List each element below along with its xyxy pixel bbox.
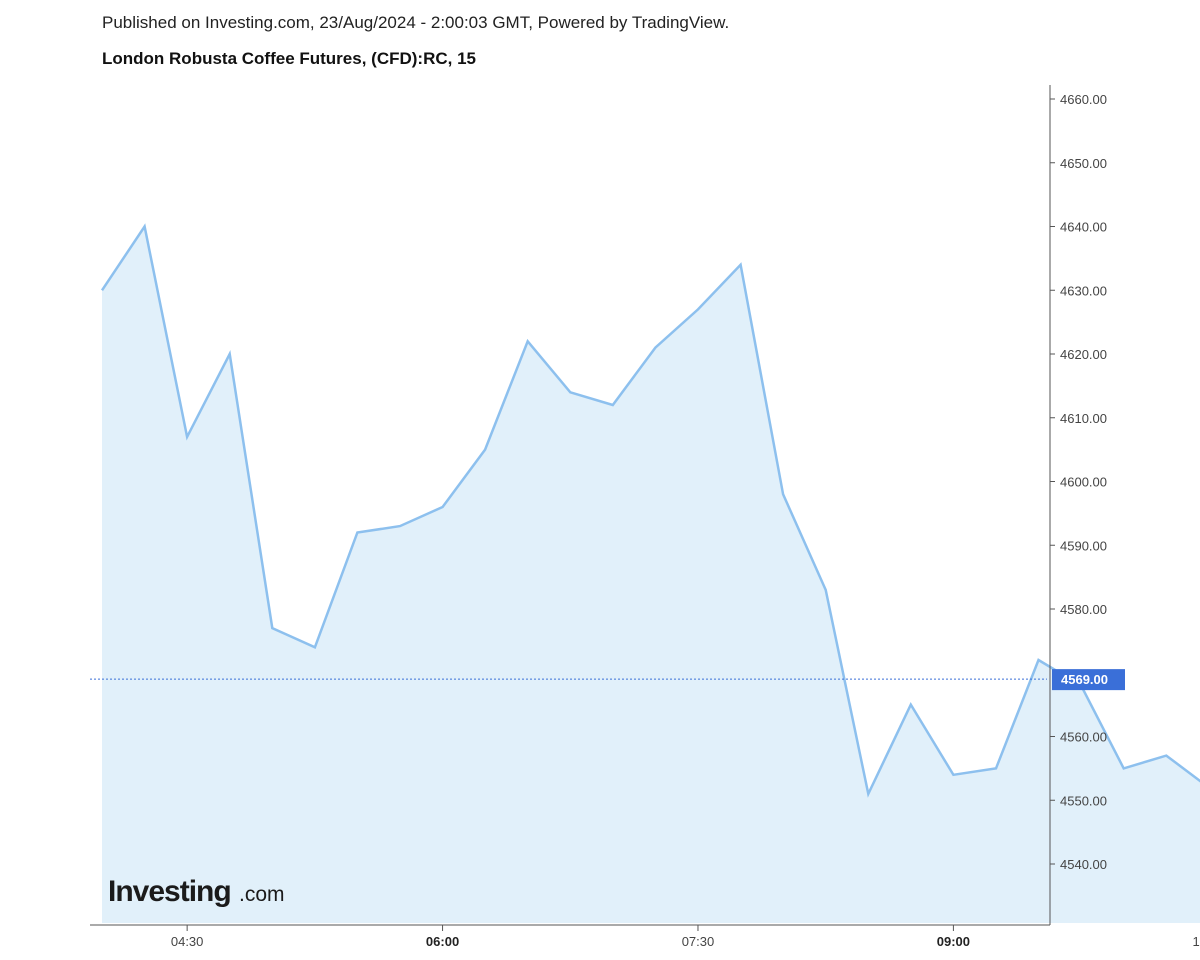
series-area-fill bbox=[102, 226, 1200, 923]
data-point bbox=[184, 434, 190, 440]
data-point bbox=[823, 587, 829, 593]
data-point bbox=[780, 491, 786, 497]
y-tick-label: 4600.00 bbox=[1060, 475, 1107, 490]
data-point bbox=[1121, 765, 1127, 771]
y-tick-label: 4550.00 bbox=[1060, 793, 1107, 808]
current-price-line-group: 4569.00 bbox=[90, 669, 1125, 691]
x-tick-label: 04:30 bbox=[171, 934, 204, 949]
data-point bbox=[227, 351, 233, 357]
data-point bbox=[482, 447, 488, 453]
y-tick-label: 4610.00 bbox=[1060, 411, 1107, 426]
logo-main-text: Investing bbox=[108, 875, 231, 908]
data-point bbox=[1036, 657, 1042, 663]
y-tick-label: 4640.00 bbox=[1060, 220, 1107, 235]
data-point bbox=[525, 338, 531, 344]
data-point bbox=[269, 625, 275, 631]
data-point bbox=[950, 772, 956, 778]
data-point bbox=[440, 504, 446, 510]
data-point bbox=[397, 523, 403, 529]
x-tick-label: 10:30 bbox=[1193, 934, 1200, 949]
current-price-label-bg bbox=[1052, 669, 1125, 691]
axes: 4540.00 4550.00 4560.00 4580.00 4590.00 4600.… bbox=[90, 85, 1200, 949]
investing-logo: Investing .com bbox=[108, 875, 285, 908]
data-point bbox=[908, 702, 914, 708]
series-line bbox=[100, 223, 1200, 798]
x-tick-label: 09:00 bbox=[937, 934, 970, 949]
y-tick-label: 4540.00 bbox=[1060, 857, 1107, 872]
data-point bbox=[865, 791, 871, 797]
data-point bbox=[652, 345, 658, 351]
data-point bbox=[610, 402, 616, 408]
y-tick-label: 4560.00 bbox=[1060, 730, 1107, 745]
data-point bbox=[1163, 753, 1169, 759]
data-point bbox=[99, 287, 105, 293]
y-tick-label: 4650.00 bbox=[1060, 156, 1107, 171]
y-tick-label: 4630.00 bbox=[1060, 283, 1107, 298]
current-price-label: 4569.00 bbox=[1061, 672, 1108, 687]
data-point bbox=[567, 389, 573, 395]
published-caption: Published on Investing.com, 23/Aug/2024 … bbox=[102, 13, 730, 32]
data-point bbox=[142, 224, 148, 230]
y-tick-label: 4660.00 bbox=[1060, 92, 1107, 107]
data-point bbox=[354, 530, 360, 536]
data-point bbox=[312, 644, 318, 650]
logo-suffix-text: .com bbox=[239, 883, 285, 906]
y-tick-label: 4580.00 bbox=[1060, 602, 1107, 617]
plot-area bbox=[99, 223, 1200, 923]
chart-title: London Robusta Coffee Futures, (CFD):RC,… bbox=[102, 49, 476, 68]
data-point bbox=[993, 765, 999, 771]
data-point bbox=[738, 262, 744, 268]
y-tick-label: 4620.00 bbox=[1060, 347, 1107, 362]
x-tick-label: 06:00 bbox=[426, 934, 459, 949]
y-tick-label: 4590.00 bbox=[1060, 538, 1107, 553]
data-point bbox=[695, 306, 701, 312]
x-tick-label: 07:30 bbox=[682, 934, 715, 949]
